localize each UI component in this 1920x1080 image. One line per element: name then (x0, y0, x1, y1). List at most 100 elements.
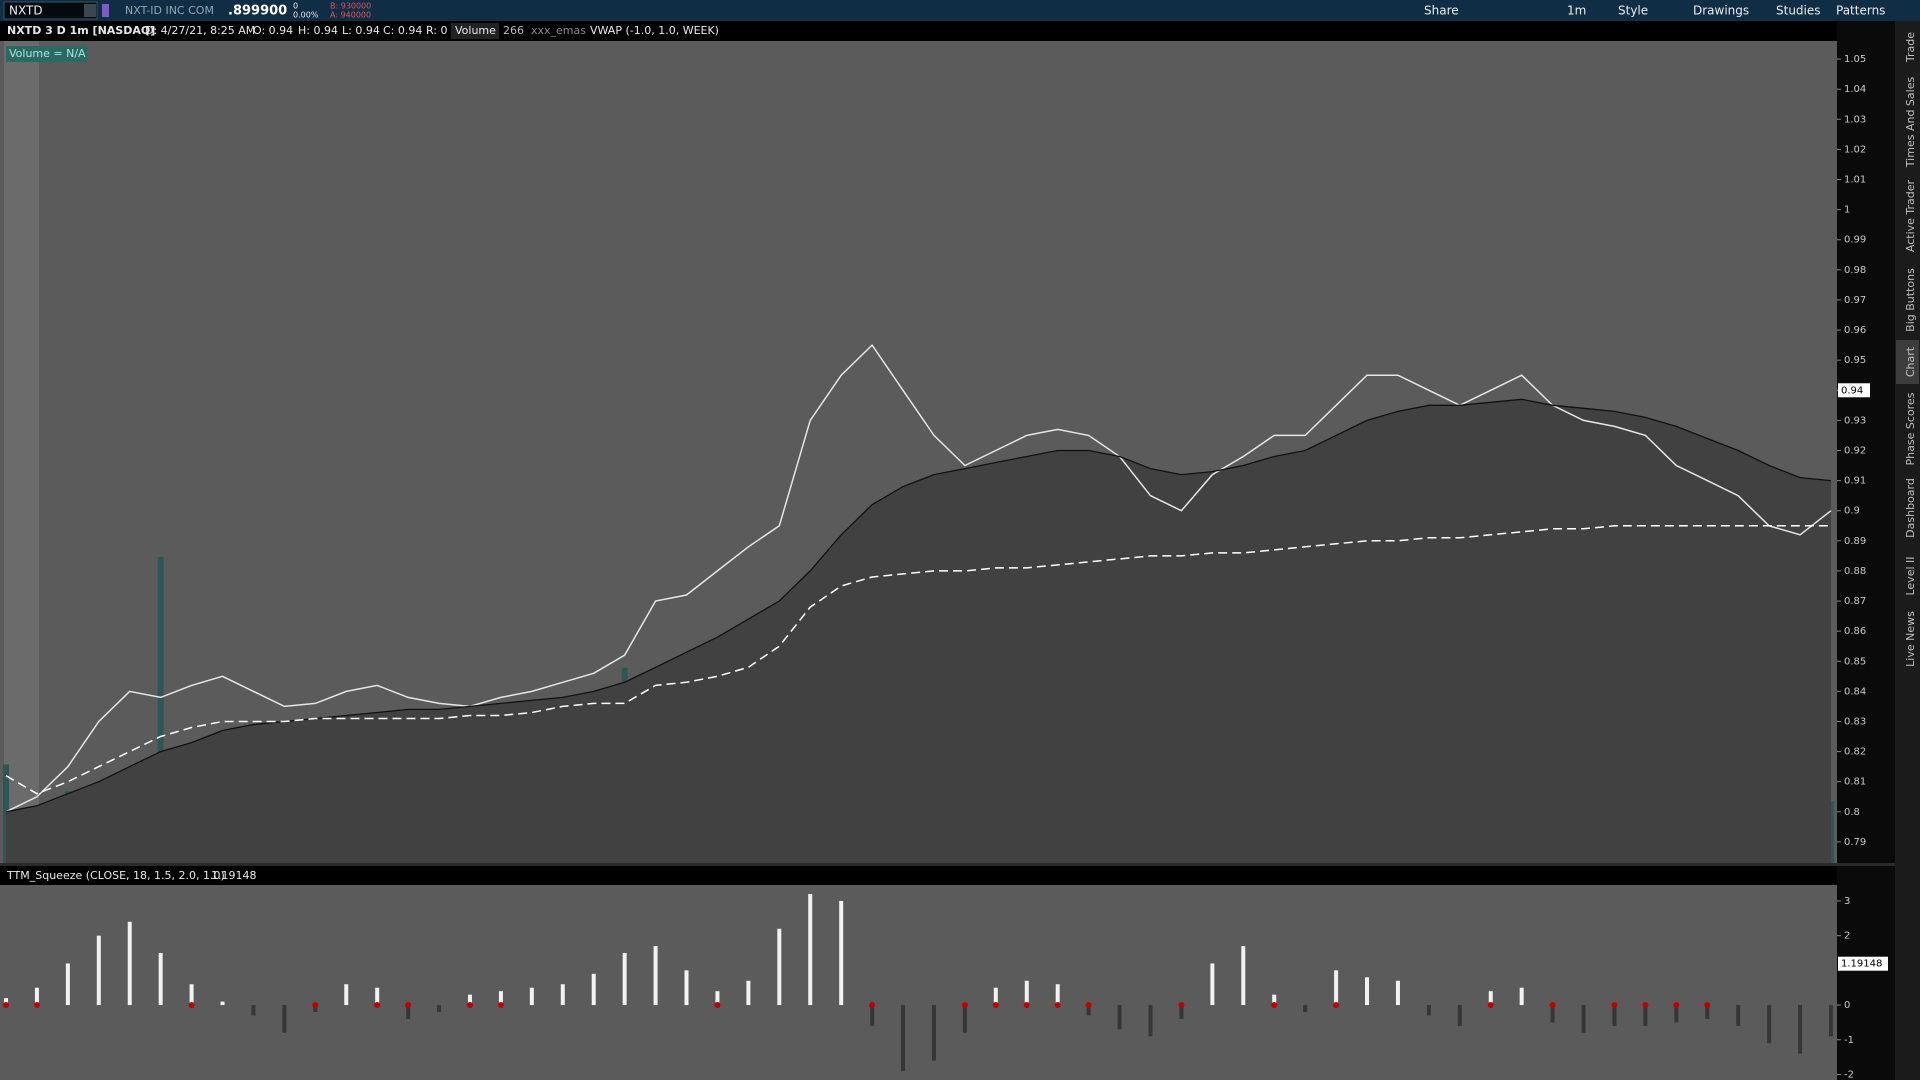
squeeze-bar (1457, 1005, 1462, 1026)
toolbar-button[interactable]: 1m (1567, 4, 1586, 18)
squeeze-bar (1272, 994, 1277, 1006)
symbol-input[interactable] (3, 1, 98, 20)
y-tick-label: -2 (1844, 1069, 1854, 1080)
squeeze-bar (498, 991, 503, 1006)
vwap-line (5, 525, 1831, 795)
last-value-label: 1.19148 (1841, 959, 1882, 970)
squeeze-bar (1210, 963, 1215, 1006)
bar-date: D: 4/27/21, 8:25 AM (145, 24, 255, 37)
squeeze-bar (4, 998, 8, 1006)
company-name: NXT-ID INC COM (125, 4, 214, 17)
squeeze-bar (1179, 1005, 1184, 1019)
squeeze-dot (312, 1002, 319, 1009)
squeeze-bar (1303, 1005, 1308, 1012)
squeeze-bar (344, 984, 349, 1006)
y-tick-label: 0.86 (1844, 626, 1866, 637)
squeeze-bar (65, 963, 70, 1006)
y-tick-label: 0.97 (1844, 295, 1866, 306)
toolbar-buttons: Share 1m Style Drawings Studies Patterns (1424, 4, 1885, 18)
squeeze-dot (1673, 1002, 1680, 1009)
net-change: 0 (293, 2, 298, 11)
bar-range: R: 0 (426, 24, 448, 37)
squeeze-bar (1148, 1005, 1153, 1037)
y-tick-label: 0.92 (1844, 445, 1866, 456)
y-tick-label: 0.95 (1844, 355, 1866, 366)
sidebar-tab[interactable]: Active Trader (1904, 179, 1917, 252)
sidebar-tab[interactable]: Phase Scores (1904, 392, 1917, 465)
symbol: NXTD (9, 4, 43, 18)
emas-study[interactable]: xxx_emas (531, 24, 586, 37)
squeeze-dot (3, 1002, 9, 1009)
sidebar-tab[interactable]: Live News (1904, 611, 1917, 667)
volume-study-box[interactable] (451, 23, 499, 39)
symbol-dropdown[interactable] (84, 4, 96, 17)
toolbar-button[interactable]: Share (1424, 4, 1459, 18)
y-tick-label: 0.98 (1844, 265, 1866, 276)
squeeze-dot (1054, 1002, 1061, 1009)
squeeze-dot (188, 1002, 195, 1009)
y-tick-label: 0.99 (1844, 235, 1866, 246)
y-tick-label: 0.89 (1844, 536, 1866, 547)
squeeze-dot (466, 1002, 473, 1009)
squeeze-bar (406, 1005, 411, 1019)
toolbar-button[interactable]: Style (1618, 4, 1648, 18)
last-price-marker (1838, 383, 1870, 398)
squeeze-dot (869, 1002, 876, 1009)
volume-value: 266 (503, 24, 524, 37)
squeeze-bar (375, 987, 380, 1006)
link-icon[interactable] (102, 4, 109, 17)
squeeze-bar (746, 980, 751, 1006)
bid: B: 930000 (330, 2, 371, 11)
squeeze-bar (1581, 1005, 1586, 1033)
squeeze-bar (993, 987, 998, 1006)
study-value: 1.19148 (211, 869, 257, 882)
percent-change: 0.00% (293, 11, 319, 20)
squeeze-dot (1271, 1002, 1278, 1009)
squeeze-bar (1612, 1005, 1617, 1026)
squeeze-bar (220, 1001, 225, 1006)
price-plot: 0.79 0.8 0.81 0.82 0.83 0.84 0.85 0.86 0.87 0.88 0… (3, 54, 1870, 863)
squeeze-bar (1488, 991, 1493, 1006)
y-tick-label: 2 (1844, 931, 1850, 942)
premarket-shade (4, 41, 39, 863)
y-tick-label: 1.05 (1844, 54, 1866, 65)
study-title: TTM_Squeeze (CLOSE, 18, 1.5, 2.0, 1.0) (6, 869, 225, 882)
bar-close: C: 0.94 (383, 24, 422, 37)
sidebar-tab[interactable]: Chart (1904, 346, 1917, 377)
y-tick-label: 1 (1844, 205, 1850, 216)
squeeze-panel (0, 885, 1837, 1080)
volume-label-box (6, 46, 87, 62)
squeeze-bar (1767, 1005, 1772, 1044)
y-tick-label: -1 (1844, 1035, 1854, 1046)
squeeze-dot (1549, 1002, 1556, 1009)
sidebar-tab[interactable]: Times And Sales (1904, 77, 1917, 169)
y-tick-label: 0.88 (1844, 566, 1866, 577)
y-tick-label: 0.9 (1844, 506, 1860, 517)
y-tick-label: 0.96 (1844, 325, 1866, 336)
y-tick-label: 0.79 (1844, 837, 1866, 848)
last-value-marker (1838, 956, 1888, 971)
squeeze-dot (374, 1002, 381, 1009)
squeeze-bar (34, 987, 39, 1006)
squeeze-bar (1674, 1005, 1679, 1023)
divider (0, 863, 1895, 866)
squeeze-dot (1023, 1002, 1030, 1009)
sidebar-tab[interactable]: Dashboard (1904, 478, 1917, 538)
squeeze-dot (1704, 1002, 1711, 1009)
sidebar-tab[interactable]: Big Buttons (1904, 268, 1917, 332)
price-axis (1837, 21, 1895, 866)
volume-label: Volume = N/A (9, 47, 86, 60)
toolbar-button[interactable]: Studies (1776, 4, 1821, 18)
y-tick-label: 0.81 (1844, 777, 1866, 788)
y-tick-label: 0.82 (1844, 747, 1866, 758)
squeeze-bar (962, 1005, 967, 1033)
toolbar-button[interactable]: Patterns (1836, 4, 1885, 18)
sidebar-tab[interactable]: Level II (1904, 556, 1917, 595)
squeeze-bar (1426, 1005, 1431, 1016)
sidebar-tab[interactable]: Trade (1904, 32, 1917, 63)
toolbar-button[interactable]: Drawings (1693, 4, 1749, 18)
vwap-study[interactable]: VWAP (-1.0, 1.0, WEEK) (590, 24, 719, 37)
y-tick-label: 0.87 (1844, 596, 1866, 607)
